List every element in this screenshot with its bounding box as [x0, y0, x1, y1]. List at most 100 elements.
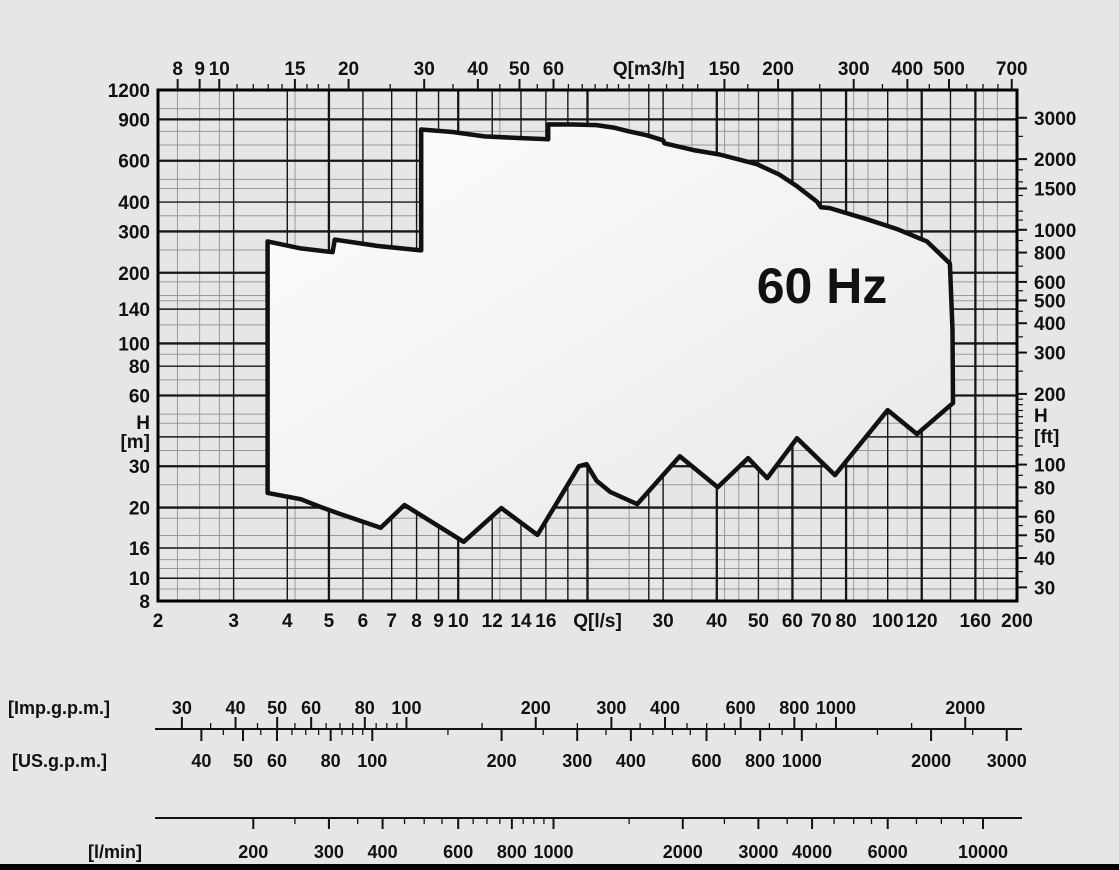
us_gpm-label: 2000	[911, 751, 951, 771]
right-axis-label: 40	[1034, 549, 1055, 570]
top-axis-label: 10	[209, 59, 230, 80]
us_gpm-label: 800	[745, 751, 775, 771]
imp_gpm-label: 40	[226, 698, 246, 718]
imp_gpm-label: 600	[726, 698, 756, 718]
left-axis-label: 1200	[108, 81, 150, 102]
bottom-axis-label: 160	[960, 611, 992, 632]
us_gpm-label: 60	[267, 751, 287, 771]
left-axis-label: 16	[129, 539, 150, 560]
top-axis-label: 40	[467, 59, 488, 80]
bottom-axis-label: 100	[872, 611, 904, 632]
l_min-label: 3000	[738, 842, 778, 862]
imp_gpm-label: 100	[391, 698, 421, 718]
left-axis-label: 600	[118, 152, 150, 173]
top-axis-label: 8	[172, 59, 183, 80]
top-axis-label: 500	[933, 59, 965, 80]
l_min-scale: 200 300 400 600 800 1000 2000 3000 4000 6000 10000…	[88, 817, 1022, 862]
l_min-label: 6000	[868, 842, 908, 862]
left-axis-label: 140	[118, 300, 150, 321]
left-axis-label: 400	[118, 193, 150, 214]
imp_gpm-scale: 30 40 50 60 80 100 200 300 400 600 800 1000 2000 [Imp…	[8, 698, 1022, 730]
right-axis-label: 1000	[1034, 221, 1076, 242]
right-axis-label: 80	[1034, 478, 1055, 499]
imp_gpm-label: 200	[521, 698, 551, 718]
right-axis-unit: [ft]	[1034, 427, 1059, 448]
bottom-axis-label: 70	[811, 611, 832, 632]
imp_gpm-label: 60	[301, 698, 321, 718]
bottom-frame-bar	[0, 864, 1119, 870]
l_min-label: 200	[238, 842, 268, 862]
left-axis-label: 20	[129, 499, 150, 520]
left-axis-label: 200	[118, 264, 150, 285]
annotation-60hz: 60 Hz	[757, 258, 888, 314]
imp_gpm-label: 300	[596, 698, 626, 718]
us_gpm-label: 1000	[782, 751, 822, 771]
l_min-label: 1000	[533, 842, 573, 862]
right-axis-label: 300	[1034, 344, 1066, 365]
operating-range-envelope	[265, 122, 956, 545]
top-axis-label: 400	[892, 59, 924, 80]
us_gpm-label: 100	[357, 751, 387, 771]
top-axis-label: 60	[543, 59, 564, 80]
right-axis-label: 60	[1034, 508, 1055, 529]
top-axis-unit: Q[m3/h]	[613, 59, 685, 80]
left-axis-unit: [m]	[120, 432, 150, 453]
right-axis-label: 600	[1034, 273, 1066, 294]
left-axis-label: 30	[129, 457, 150, 478]
left-axis-unit: H	[136, 413, 150, 434]
l_min-label: 400	[368, 842, 398, 862]
top-axis-label: 300	[838, 59, 870, 80]
us_gpm-scale: 40 50 60 80 100 200 300 400 600 800 1000 2000 3000 [U…	[12, 729, 1027, 771]
top-axis-label: 200	[762, 59, 794, 80]
l_min-label: 800	[497, 842, 527, 862]
us_gpm-label: 200	[487, 751, 517, 771]
right-axis-label: 400	[1034, 314, 1066, 335]
us_gpm-label: 400	[616, 751, 646, 771]
bottom-axis-label: 4	[282, 611, 293, 632]
right-axis-label: 800	[1034, 244, 1066, 265]
bottom-axis-label: 200	[1001, 611, 1033, 632]
bottom-axis-label: 40	[706, 611, 727, 632]
imp_gpm-label: 1000	[816, 698, 856, 718]
right-axis-label: 1500	[1034, 179, 1076, 200]
us_gpm-label: 50	[233, 751, 253, 771]
bottom-axis-label: 9	[433, 611, 444, 632]
top-axis-label: 700	[996, 59, 1028, 80]
l_min-label: 10000	[958, 842, 1008, 862]
bottom-axis-label: 50	[748, 611, 769, 632]
left-axis-label: 80	[129, 357, 150, 378]
bottom-axis-label: 7	[386, 611, 397, 632]
bottom-axis-label: 6	[358, 611, 369, 632]
l_min-label: 4000	[792, 842, 832, 862]
bottom-axis-label: 30	[653, 611, 674, 632]
bottom-axis-label: 12	[482, 611, 503, 632]
us_gpm-label: 300	[562, 751, 592, 771]
top-axis-label: 20	[338, 59, 359, 80]
top-axis-label: 50	[509, 59, 530, 80]
top-axis-label: 15	[284, 59, 306, 80]
left-axis-label: 100	[118, 334, 150, 355]
top-axis-label: 30	[414, 59, 435, 80]
l_min-label: 2000	[663, 842, 703, 862]
right-axis-label: 100	[1034, 456, 1066, 477]
right-axis-label: 500	[1034, 291, 1066, 312]
bottom-axis-label: 80	[836, 611, 857, 632]
bottom-axis-unit: Q[l/s]	[573, 611, 622, 632]
imp_gpm-label: 800	[779, 698, 809, 718]
bottom-axis-label: 8	[411, 611, 422, 632]
l_min-unit-label: [l/min]	[88, 842, 142, 862]
imp_gpm-label: 400	[650, 698, 680, 718]
imp_gpm-label: 30	[172, 698, 192, 718]
us_gpm-label: 3000	[987, 751, 1027, 771]
us_gpm-unit-label: [US.g.p.m.]	[12, 751, 107, 771]
l_min-label: 600	[443, 842, 473, 862]
bottom-axis-label: 10	[448, 611, 469, 632]
imp_gpm-label: 2000	[945, 698, 985, 718]
bottom-axis-label: 120	[906, 611, 938, 632]
us_gpm-label: 40	[191, 751, 211, 771]
left-axis-label: 8	[139, 592, 150, 613]
top-axis-label: 150	[709, 59, 741, 80]
